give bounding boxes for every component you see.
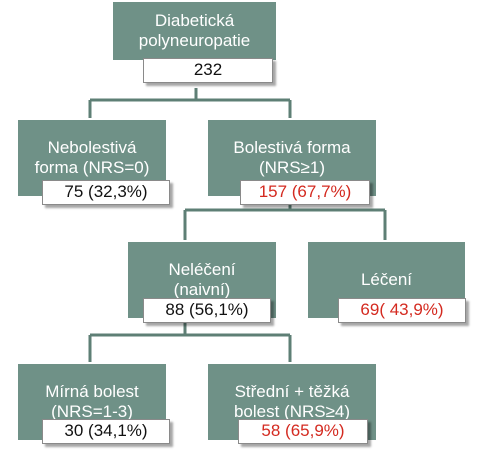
node-moderate-severe-line-2: bolest (NRS≥4) xyxy=(233,402,351,421)
node-moderate-severe-line-1: Střední + těžká xyxy=(234,382,350,401)
node-moderate-severe-value: 58 (65,9%) xyxy=(238,419,368,444)
node-root-line-1: Diabetická xyxy=(154,11,235,30)
node-root-value: 232 xyxy=(143,58,273,83)
node-nonpainful-line-2: forma (NRS=0) xyxy=(34,158,150,177)
connector-painful xyxy=(183,200,387,240)
node-nonpainful-value: 75 (32,3%) xyxy=(42,180,170,205)
node-mild-line-2: (NRS=1-3) xyxy=(51,402,133,421)
node-painful-line-2: (NRS≥1) xyxy=(259,158,325,177)
node-mild-line-1: Mírná bolest xyxy=(45,382,139,401)
node-root: Diabetická polyneuropatie xyxy=(113,2,276,60)
node-root-line-2: polyneuropatie xyxy=(138,31,251,50)
node-painful-value: 157 (67,7%) xyxy=(240,180,370,205)
node-untreated-line-1: Neléčení xyxy=(168,260,236,279)
node-mild-value: 30 (34,1%) xyxy=(42,419,170,444)
node-treated-line-1: Léčení xyxy=(360,270,413,289)
node-untreated-value: 88 (56,1%) xyxy=(143,298,271,323)
node-nonpainful-line-1: Nebolestivá xyxy=(47,138,137,157)
node-untreated-line-2: (naivní) xyxy=(173,280,231,299)
node-treated-value: 69( 43,9%) xyxy=(338,298,466,323)
connector-untreated xyxy=(88,320,292,362)
connector-root xyxy=(88,88,292,118)
node-painful-line-1: Bolestivá forma xyxy=(233,138,351,157)
